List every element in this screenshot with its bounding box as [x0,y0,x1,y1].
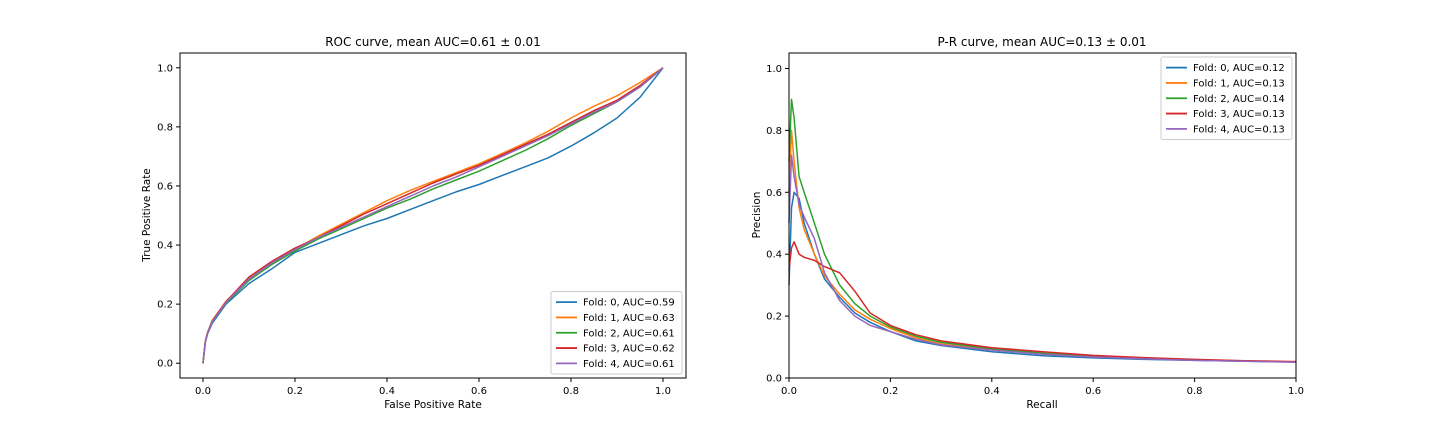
pr-series-line-4 [788,154,1297,363]
pr-y-tick-label: 0.6 [766,188,782,199]
pr-legend-label: Fold: 4, AUC=0.13 [1193,124,1285,135]
pr-series-line-3 [788,241,1297,363]
pr-y-tick-label: 1.0 [766,64,782,75]
pr-lines [788,98,1297,363]
pr-x-tick-label: 0.6 [1085,386,1101,397]
roc-x-tick-label: 0.0 [195,386,211,397]
roc-legend-label: Fold: 1, AUC=0.63 [583,313,675,324]
roc-legend-label: Fold: 0, AUC=0.59 [583,298,675,309]
roc-series-line-0 [202,67,664,364]
pr-x-tick-label: 1.0 [1288,386,1304,397]
pr-x-tick-label: 0.0 [781,386,797,397]
roc-x-tick-label: 0.2 [287,386,303,397]
roc-y-tick-label: 0.6 [157,181,173,192]
roc-y-tick-label: 0.0 [157,359,173,370]
roc-x-tick-label: 0.6 [471,386,487,397]
roc-x-tick-label: 1.0 [655,386,671,397]
pr-y-tick-label: 0.0 [766,374,782,385]
roc-series-line-4 [202,67,664,364]
pr-y-tick-label: 0.2 [766,312,782,323]
roc-ticks: 0.0 0.2 0.4 0.6 0.8 1.0 0.0 0.2 0.4 0.6 0.8 1.0 [157,63,671,397]
pr-legend-label: Fold: 2, AUC=0.14 [1193,94,1285,105]
roc-legend: Fold: 0, AUC=0.59 Fold: 1, AUC=0.63 Fold: … [550,291,683,375]
pr-y-tick-label: 0.4 [766,250,782,261]
roc-y-tick-label: 0.8 [157,122,173,133]
roc-lines [202,67,664,364]
pr-legend-box [1160,56,1293,140]
pr-legend: Fold: 0, AUC=0.12 Fold: 1, AUC=0.13 Fold: … [1160,56,1293,140]
roc-legend-label: Fold: 3, AUC=0.62 [583,344,675,355]
pr-x-tick-label: 0.8 [1187,386,1203,397]
pr-ticks: 0.0 0.2 0.4 0.6 0.8 1.0 0.0 0.2 0.4 0.6 0.8 1.0 [766,64,1304,397]
roc-x-tick-label: 0.4 [379,386,395,397]
pr-legend-label: Fold: 1, AUC=0.13 [1193,78,1285,89]
pr-legend-label: Fold: 3, AUC=0.13 [1193,109,1285,120]
pr-y-axis-label: Precision [751,192,763,239]
pr-y-tick-label: 0.8 [766,126,782,137]
roc-chart-title: ROC curve, mean AUC=0.61 ± 0.01 [325,35,541,49]
roc-legend-label: Fold: 4, AUC=0.61 [583,359,675,370]
roc-x-axis-label: False Positive Rate [384,399,482,411]
pr-legend-label: Fold: 0, AUC=0.12 [1193,63,1285,74]
roc-legend-label: Fold: 2, AUC=0.61 [583,328,675,339]
roc-plot-frame [179,52,687,379]
roc-chart: ROC curve, mean AUC=0.61 ± 0.01 False Po… [141,35,687,411]
pr-chart: P-R curve, mean AUC=0.13 ± 0.01 Recall P… [751,35,1304,411]
roc-y-tick-label: 0.4 [157,241,173,252]
roc-y-tick-label: 0.2 [157,300,173,311]
roc-y-axis-label: True Positive Rate [141,168,153,263]
pr-x-tick-label: 0.2 [882,386,898,397]
roc-legend-box [550,291,683,375]
pr-x-axis-label: Recall [1026,399,1057,411]
roc-x-tick-label: 0.8 [563,386,579,397]
pr-chart-title: P-R curve, mean AUC=0.13 ± 0.01 [937,35,1146,49]
pr-x-tick-label: 0.4 [984,386,1000,397]
pr-plot-frame [788,52,1297,379]
roc-y-tick-label: 1.0 [157,63,173,74]
